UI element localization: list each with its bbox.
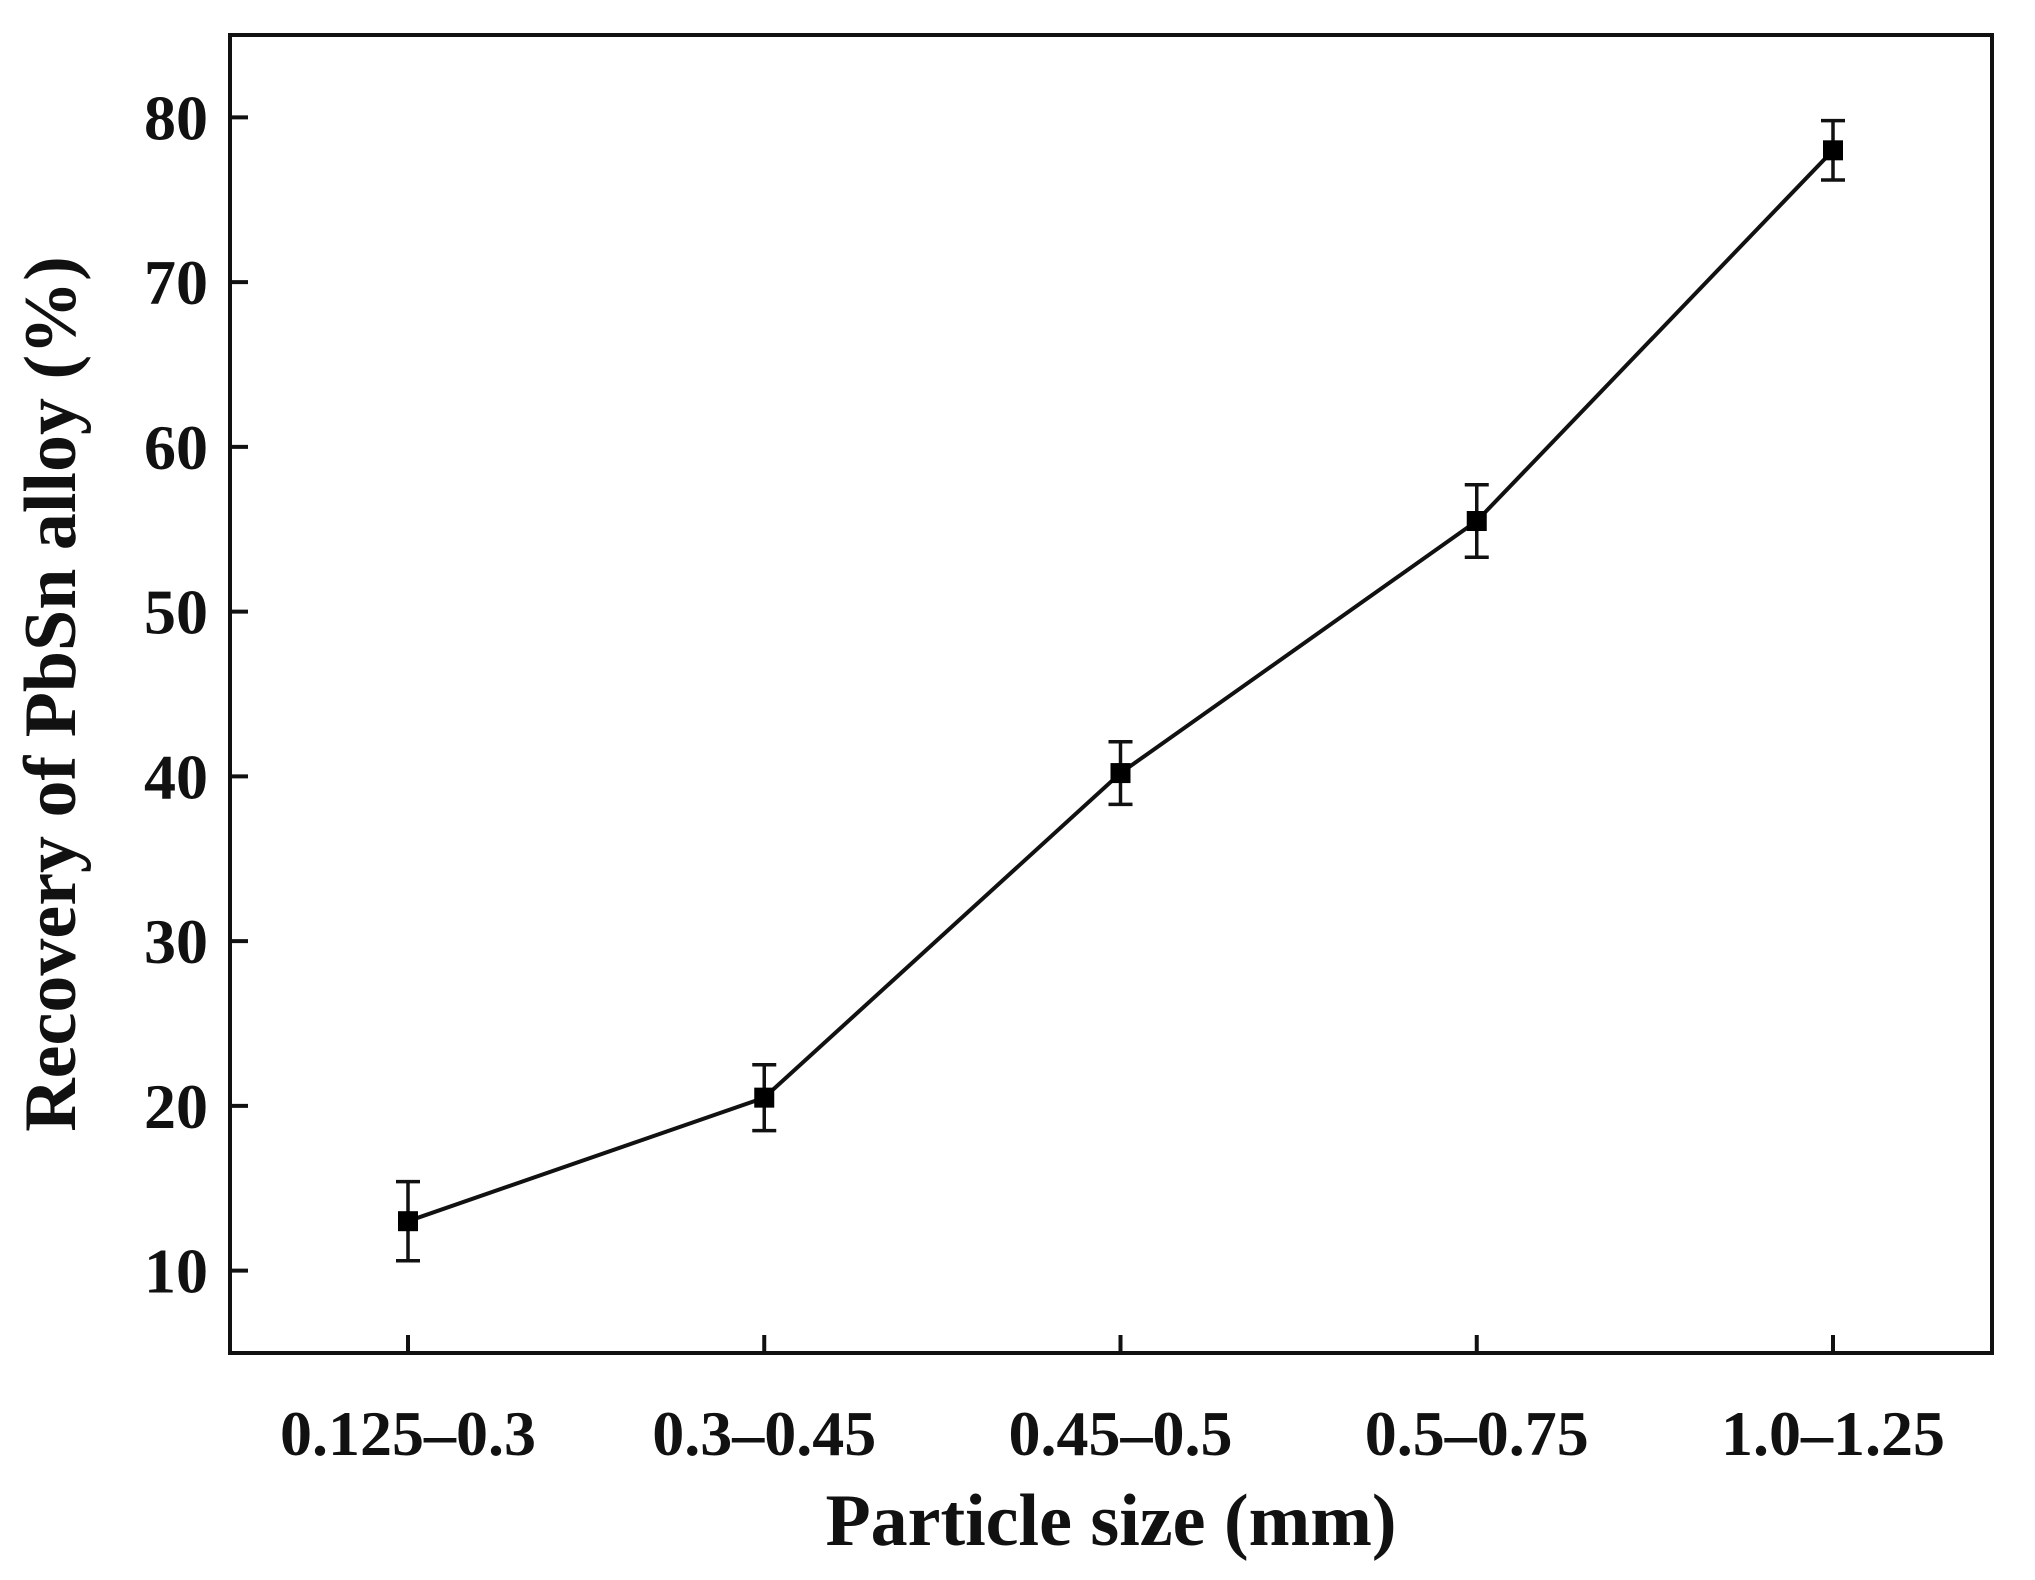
x-tick-label: 0.125–0.3 xyxy=(280,1398,536,1469)
data-point-marker xyxy=(1466,511,1487,532)
y-tick-label: 30 xyxy=(144,906,208,977)
y-tick-label: 50 xyxy=(144,577,208,648)
x-axis: 0.125–0.3 0.3–0.45 0.45–0.5 0.5–0.75 1.0–1.2… xyxy=(280,1335,1945,1469)
x-tick-label: 0.45–0.5 xyxy=(1009,1398,1233,1469)
data-markers xyxy=(398,140,1843,1232)
x-tick-label: 0.5–0.75 xyxy=(1365,1398,1589,1469)
y-axis-title: Recovery of PbSn alloy (%) xyxy=(10,256,92,1132)
plot-frame xyxy=(228,33,1994,1355)
data-point-marker xyxy=(754,1087,775,1108)
series-line xyxy=(407,148,1835,1224)
y-tick-label: 60 xyxy=(144,412,208,483)
data-point-marker xyxy=(1823,140,1843,161)
y-tick-label: 10 xyxy=(144,1236,208,1307)
y-tick-label: 40 xyxy=(144,741,208,812)
data-point-marker xyxy=(1110,763,1131,784)
x-tick-label: 0.3–0.45 xyxy=(652,1398,876,1469)
x-tick-label: 1.0–1.25 xyxy=(1721,1398,1945,1469)
y-axis: 10 20 30 40 50 60 70 80 xyxy=(144,82,248,1307)
y-tick-label: 70 xyxy=(144,247,208,318)
error-bars xyxy=(396,118,1845,1263)
x-axis-title: Particle size (mm) xyxy=(825,1480,1396,1562)
data-point-marker xyxy=(398,1211,418,1232)
y-tick-label: 20 xyxy=(144,1071,208,1142)
y-tick-label: 80 xyxy=(144,82,208,153)
